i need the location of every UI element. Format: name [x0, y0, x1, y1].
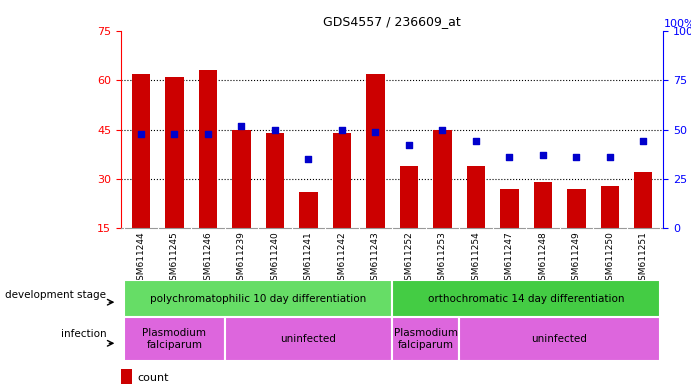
- Point: [504, 154, 515, 161]
- Text: infection: infection: [61, 329, 106, 339]
- Text: GSM611249: GSM611249: [572, 231, 581, 286]
- Point: [303, 156, 314, 162]
- Bar: [392, 317, 459, 361]
- Bar: [634, 172, 652, 228]
- Point: [337, 126, 348, 132]
- Bar: [600, 185, 619, 228]
- Text: GSM611240: GSM611240: [270, 231, 279, 286]
- Text: 100%: 100%: [663, 19, 691, 29]
- Bar: [332, 133, 351, 228]
- Text: GSM611246: GSM611246: [203, 231, 212, 286]
- Point: [471, 138, 482, 144]
- Bar: [121, 369, 132, 384]
- Bar: [232, 129, 251, 228]
- Text: development stage: development stage: [6, 290, 106, 300]
- Text: uninfected: uninfected: [281, 334, 337, 344]
- Text: GSM611248: GSM611248: [538, 231, 547, 286]
- Text: count: count: [138, 373, 169, 383]
- Bar: [132, 74, 150, 228]
- Text: GSM611245: GSM611245: [170, 231, 179, 286]
- Text: GSM611242: GSM611242: [337, 231, 346, 286]
- Bar: [392, 280, 660, 317]
- Point: [437, 126, 448, 132]
- Point: [269, 126, 281, 132]
- Text: GSM611243: GSM611243: [371, 231, 380, 286]
- Point: [236, 122, 247, 129]
- Bar: [459, 317, 660, 361]
- Bar: [165, 77, 184, 228]
- Point: [538, 152, 549, 158]
- Text: GSM611253: GSM611253: [438, 231, 447, 286]
- Bar: [533, 182, 552, 228]
- Bar: [266, 133, 284, 228]
- Text: GSM611239: GSM611239: [237, 231, 246, 286]
- Point: [370, 129, 381, 135]
- Text: GSM611250: GSM611250: [605, 231, 614, 286]
- Title: GDS4557 / 236609_at: GDS4557 / 236609_at: [323, 15, 461, 28]
- Bar: [124, 317, 225, 361]
- Point: [202, 131, 214, 137]
- Text: GSM611251: GSM611251: [638, 231, 647, 286]
- Bar: [199, 70, 217, 228]
- Text: Plasmodium
falciparum: Plasmodium falciparum: [142, 328, 207, 350]
- Text: Plasmodium
falciparum: Plasmodium falciparum: [394, 328, 457, 350]
- Text: polychromatophilic 10 day differentiation: polychromatophilic 10 day differentiatio…: [150, 293, 366, 304]
- Point: [604, 154, 615, 161]
- Bar: [466, 166, 485, 228]
- Text: orthochromatic 14 day differentiation: orthochromatic 14 day differentiation: [428, 293, 625, 304]
- Point: [169, 131, 180, 137]
- Text: GSM611247: GSM611247: [505, 231, 514, 286]
- Bar: [366, 74, 385, 228]
- Text: GSM611252: GSM611252: [404, 231, 413, 286]
- Bar: [567, 189, 585, 228]
- Point: [135, 131, 146, 137]
- Text: GSM611244: GSM611244: [137, 231, 146, 286]
- Bar: [124, 280, 392, 317]
- Bar: [500, 189, 518, 228]
- Text: uninfected: uninfected: [531, 334, 587, 344]
- Text: GSM611254: GSM611254: [471, 231, 480, 286]
- Point: [638, 138, 649, 144]
- Text: GSM611241: GSM611241: [304, 231, 313, 286]
- Point: [571, 154, 582, 161]
- Bar: [299, 192, 318, 228]
- Bar: [433, 129, 452, 228]
- Bar: [225, 317, 392, 361]
- Bar: [399, 166, 418, 228]
- Point: [404, 142, 415, 149]
